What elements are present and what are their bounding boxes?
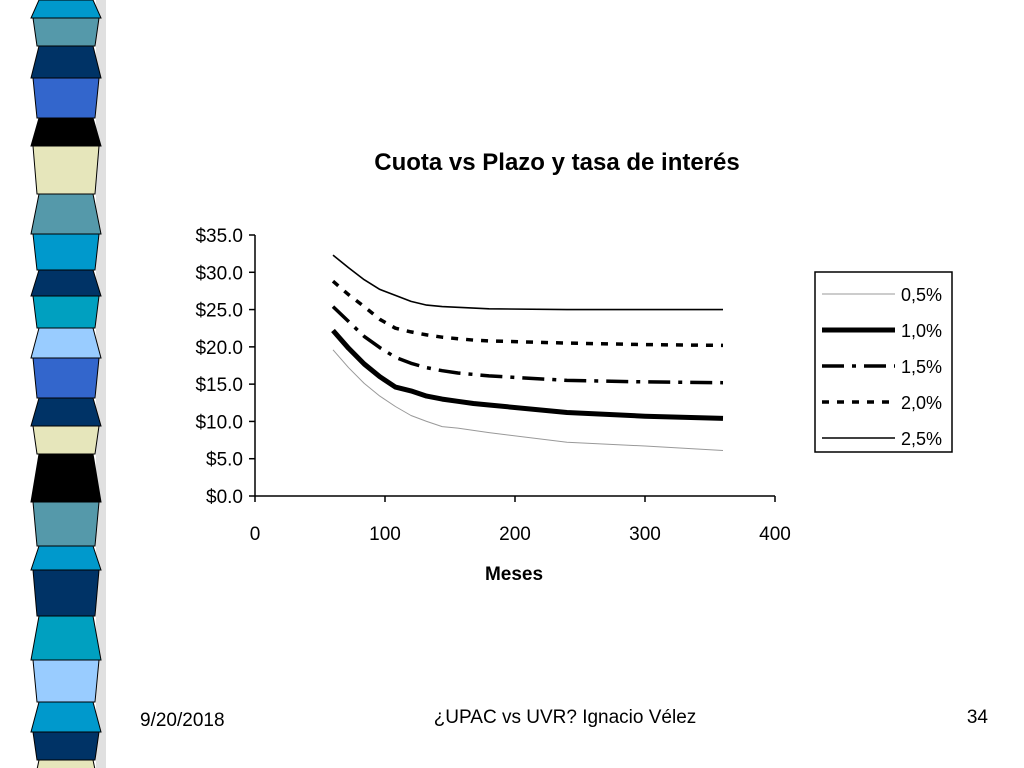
legend-box	[814, 271, 953, 453]
stripe-segment	[32, 425, 100, 455]
y-tick-label: $35.0	[195, 226, 243, 247]
stripe-segment	[30, 117, 102, 147]
legend-label: 1,5%	[901, 357, 942, 377]
stripe-segment	[30, 269, 102, 297]
legend-label: 1,0%	[901, 321, 942, 341]
series-line-2-0-	[331, 279, 724, 348]
page-number: 34	[966, 707, 988, 728]
stripe-segment	[32, 501, 100, 547]
y-tick-label: $30.0	[195, 263, 243, 284]
series-line-2-5-	[332, 254, 723, 311]
series-lines	[331, 254, 724, 451]
y-tick-label: $5.0	[206, 450, 243, 471]
stripe-segment	[30, 545, 102, 571]
legend-label: 2,5%	[901, 429, 942, 449]
stripe-segment	[32, 659, 100, 703]
series-line-1-5-	[331, 305, 724, 385]
stripe-segment	[30, 397, 102, 427]
x-tick-label: 300	[629, 524, 661, 545]
footer-date: 9/20/2018	[140, 710, 225, 731]
stripe-segment	[32, 569, 100, 617]
legend-label: 0,5%	[901, 285, 942, 305]
series-line-1-0-	[331, 328, 724, 421]
stripe-segment	[32, 145, 100, 195]
y-tick-label: $20.0	[195, 338, 243, 359]
stripe-segment	[30, 45, 102, 79]
x-axis-label: Meses	[485, 564, 543, 585]
stripe-segment	[30, 0, 102, 19]
x-tick-label: 400	[759, 524, 791, 545]
stripe-segment	[32, 357, 100, 399]
y-tick-label: $10.0	[195, 412, 243, 433]
legend: 0,5% 1,0% 1,5% 2,0% 2,5%	[814, 271, 953, 453]
chart-title: Cuota vs Plazo y tasa de interés	[374, 149, 739, 176]
stripe-segment	[30, 193, 102, 235]
stripe-segment	[32, 731, 100, 761]
x-tick-label: 100	[369, 524, 401, 545]
stripe-segment	[32, 295, 100, 329]
stripe-shadow	[96, 0, 106, 768]
y-tick-label: $25.0	[195, 301, 243, 322]
stripe-segment	[30, 615, 102, 661]
y-tick-label: $0.0	[206, 487, 243, 508]
footer-title: ¿UPAC vs UVR? Ignacio Vélez	[433, 707, 697, 728]
axes: $0.0 $5.0 $10.0 $15.0 $20.0 $25.0 $30.0 $35.0 0 1…	[195, 226, 790, 545]
y-tick-label: $15.0	[195, 375, 243, 396]
legend-label: 2,0%	[901, 393, 942, 413]
decorative-stripe-bar	[30, 0, 106, 768]
stripe-segment	[30, 327, 102, 359]
stripe-segment	[32, 233, 100, 271]
stripe-segment	[30, 453, 102, 503]
x-tick-label: 200	[499, 524, 531, 545]
x-tick-label: 0	[250, 524, 261, 545]
stripe-segment	[30, 701, 102, 733]
stripe-segment	[32, 77, 100, 119]
series-line-0-5-	[332, 349, 724, 451]
stripe-segment	[36, 759, 96, 768]
stripe-segment	[32, 17, 100, 47]
